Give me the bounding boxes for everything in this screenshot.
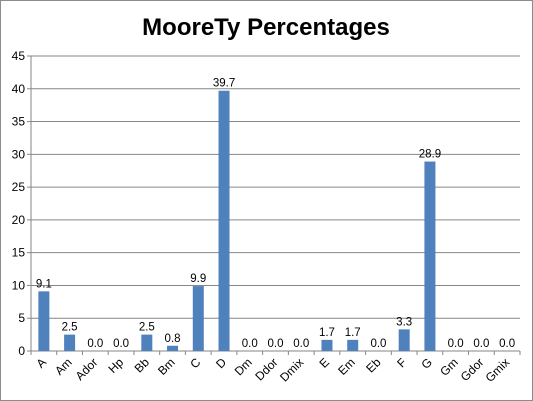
y-tick-label: 25 xyxy=(12,180,26,194)
y-tick-label: 0 xyxy=(18,344,25,358)
data-label: 0.8 xyxy=(165,333,181,345)
data-label: 39.7 xyxy=(213,78,235,90)
x-tick-label: Ddor xyxy=(252,355,280,383)
bar xyxy=(38,291,50,351)
gridlines xyxy=(31,55,520,319)
data-label: 0.0 xyxy=(370,338,386,350)
chart-title: MooreTy Percentages xyxy=(142,14,390,41)
data-label: 0.0 xyxy=(87,338,103,350)
y-tick-label: 15 xyxy=(12,246,26,260)
y-tick-label: 40 xyxy=(12,82,26,96)
x-tick-label: Dmix xyxy=(277,355,306,384)
data-label: 0.0 xyxy=(499,338,515,350)
x-tick-label: Hp xyxy=(105,355,126,376)
data-label: 0.0 xyxy=(242,338,258,350)
data-label: 0.0 xyxy=(293,338,309,350)
x-tick-label: Ador xyxy=(73,355,101,383)
y-tick-label: 10 xyxy=(12,278,26,292)
data-label: 2.5 xyxy=(139,322,155,334)
x-tick-label: F xyxy=(394,355,409,370)
x-tick-label: Dm xyxy=(232,355,255,378)
x-tick-label: G xyxy=(419,355,436,372)
axes xyxy=(27,55,521,355)
bar xyxy=(167,345,179,351)
bar xyxy=(321,339,333,351)
x-tick-label: Em xyxy=(335,355,358,378)
bars xyxy=(38,90,436,351)
x-tick-label: D xyxy=(213,355,229,371)
x-tick-label: A xyxy=(33,355,49,371)
x-tick-label: Bb xyxy=(132,355,153,376)
x-tick-label: Eb xyxy=(363,355,384,376)
data-label: 0.0 xyxy=(113,338,129,350)
bar xyxy=(64,334,76,351)
data-label: 3.3 xyxy=(396,316,412,328)
bar xyxy=(192,286,204,351)
y-tick-label: 5 xyxy=(18,311,25,325)
bar xyxy=(424,161,436,351)
y-tick-labels: 0 5 10 15 20 25 30 35 40 45 xyxy=(12,49,26,358)
bar xyxy=(347,339,359,351)
data-label: 1.7 xyxy=(319,327,335,339)
x-tick-label: Gdor xyxy=(458,355,487,384)
data-label: 9.1 xyxy=(36,278,52,290)
x-tick-label: Gm xyxy=(437,355,461,379)
data-label: 1.7 xyxy=(345,327,361,339)
x-tick-label: Bm xyxy=(155,355,178,378)
data-label: 9.9 xyxy=(190,273,206,285)
data-label: 0.0 xyxy=(473,338,489,350)
y-tick-label: 35 xyxy=(12,115,26,129)
bar xyxy=(398,329,410,351)
x-tick-label: C xyxy=(187,355,203,371)
x-tick-label: Gmix xyxy=(483,355,513,385)
bar xyxy=(218,90,230,351)
data-labels: 9.1 2.5 0.0 0.0 2.5 0.8 9.9 39.7 0.0 0.0 0.0 1.7 1.7… xyxy=(36,78,515,350)
bar xyxy=(141,334,153,351)
data-label: 28.9 xyxy=(419,149,441,161)
y-tick-label: 20 xyxy=(12,213,26,227)
data-label: 0.0 xyxy=(268,338,284,350)
data-label: 2.5 xyxy=(62,322,78,334)
y-tick-label: 45 xyxy=(12,49,26,63)
x-tick-label: Am xyxy=(52,355,75,378)
data-label: 0.0 xyxy=(448,338,464,350)
x-tick-label: E xyxy=(317,355,333,371)
y-tick-label: 30 xyxy=(12,147,26,161)
